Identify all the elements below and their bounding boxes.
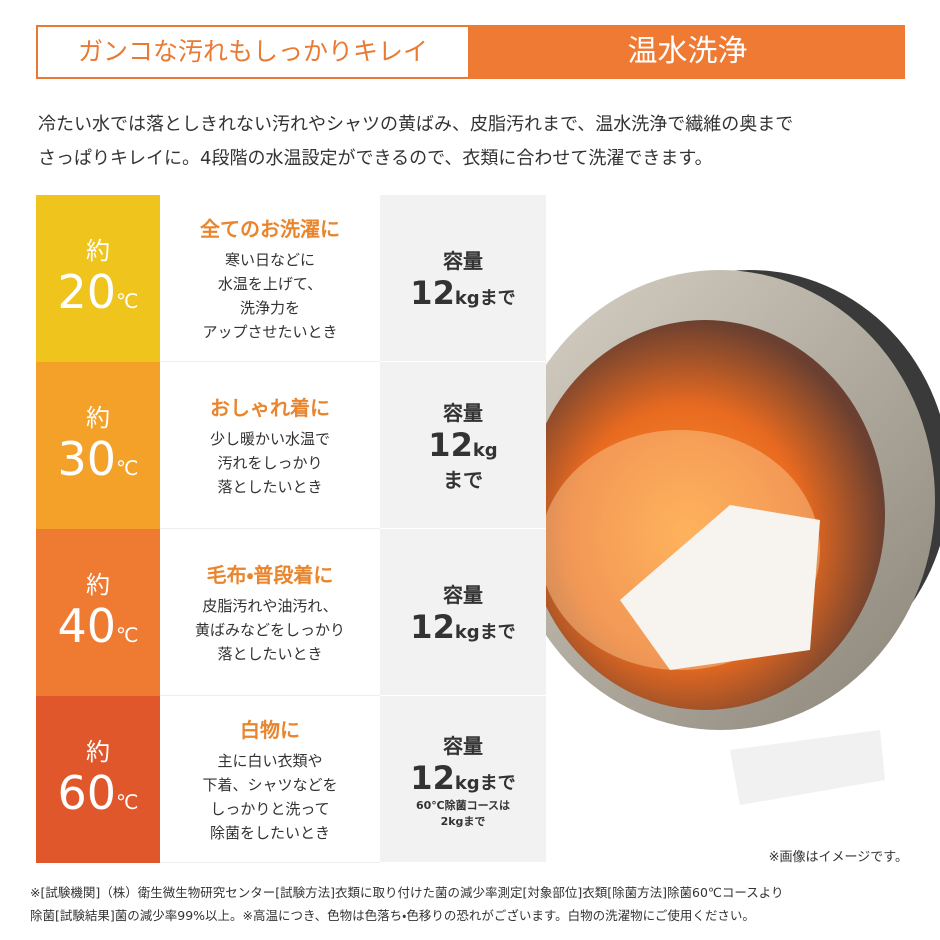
row: 約 20℃ 全てのお洗濯に 寒い日などに 水温を上げて、 洗浄力を アップさせたいとき 容量 1…	[36, 195, 546, 362]
capacity-unit: kgまで	[454, 772, 516, 794]
prefix: 約	[86, 236, 110, 265]
temp: 60℃	[57, 767, 138, 828]
desc-line: 洗浄力を	[239, 298, 300, 317]
title: 温水洗浄	[470, 25, 905, 79]
tagline: ガンコな汚れもしっかりキレイ	[36, 25, 470, 79]
desc-line: しっかりと洗って	[210, 799, 330, 818]
prefix: 約	[86, 737, 110, 766]
row-title: 毛布・普段着に	[206, 562, 334, 587]
temp-value: 60	[57, 765, 117, 820]
desc-line: 主に白い衣類や	[217, 751, 323, 770]
capacity-label: 容量	[443, 401, 483, 425]
row-title: 全てのお洗濯に	[200, 216, 340, 241]
capacity-unit: kgまで	[454, 287, 516, 309]
intro-line: 冷たい水では落としきれない汚れやシャツの黄ばみ、皮脂汚れまで、温水洗浄で繊維の奥…	[38, 114, 794, 135]
desc-line: 落としたいとき	[217, 644, 323, 663]
footnote: 除菌[試験結果]菌の減少率99%以上。※高温につき、色物は色落ち・色移りの恐れが…	[30, 908, 755, 923]
use-cell: 白物に主に白い衣類や 下着、シャツなどを しっかりと洗って 除菌をしたいとき	[160, 696, 380, 863]
temp-cell: 約 30℃	[36, 362, 160, 529]
desc-line: アップさせたいとき	[202, 322, 338, 341]
temp-unit: ℃	[116, 455, 139, 480]
drum-image	[505, 270, 940, 805]
temperature-table: 約 20℃ 全てのお洗濯に 寒い日などに 水温を上げて、 洗浄力を アップさせたいとき 容量 1…	[36, 195, 546, 863]
capacity-note: 60℃除菌コースは	[415, 798, 511, 812]
row: 約 40℃ 毛布・普段着に 皮脂汚れや油汚れ、 黄ばみなどをしっかり 落としたいとき 容量 1…	[36, 529, 546, 696]
image-note: ※画像はイメージです。	[768, 850, 908, 865]
temp-unit: ℃	[116, 288, 139, 313]
row-title: おしゃれ着に	[210, 395, 330, 420]
temp-unit: ℃	[116, 789, 139, 814]
desc-line: 除菌をしたいとき	[209, 823, 330, 842]
prefix: 約	[86, 570, 110, 599]
temp-value: 20	[57, 264, 117, 319]
capacity-label: 容量	[443, 248, 483, 273]
desc-line: 落としたいとき	[217, 477, 323, 496]
prefix: 約	[86, 403, 110, 432]
desc-line: 皮脂汚れや油汚れ、	[202, 596, 338, 615]
capacity-amount: 12	[410, 273, 455, 312]
temp: 40℃	[57, 600, 138, 661]
capacity-amount: 12	[410, 758, 455, 797]
row-title: 白物に	[240, 717, 300, 742]
footnote: ※[試験機関]（株）衛生微生物研究センター[試験方法]衣類に取り付けた菌の減少率…	[30, 885, 784, 900]
temp-cell: 約 60℃	[36, 696, 160, 863]
intro-line: さっぱりキレイに。4段階の水温設定ができるので、衣類に合わせて洗濯できます。	[38, 148, 713, 169]
capacity: 12kgまで	[410, 608, 515, 646]
temp-cell: 約 40℃	[36, 529, 160, 696]
temp: 20℃	[57, 266, 138, 327]
temp-value: 30	[57, 431, 117, 486]
row: 約 30℃ おしゃれ着に 少し暖かい水温で 汚れをしっかり 落としたいとき 容量 12kg まで	[36, 362, 546, 529]
capacity-note: 2kgまで	[440, 814, 486, 828]
capacity-label: 容量	[443, 733, 483, 758]
capacity-cell: 容量 12kgまで 60℃除菌コースは 2kgまで	[380, 696, 546, 863]
use-cell: おしゃれ着に少し暖かい水温で 汚れをしっかり 落としたいとき	[160, 362, 380, 529]
temp-value: 40	[57, 598, 117, 653]
capacity: 12kg	[428, 426, 497, 464]
capacity-suffix: まで	[443, 468, 483, 492]
temp: 30℃	[57, 433, 138, 494]
capacity-amount: 12	[428, 426, 473, 464]
desc-line: 下着、シャツなどを	[202, 775, 338, 794]
desc-line: 黄ばみなどをしっかり	[194, 620, 345, 639]
capacity: 12kgまで	[410, 759, 515, 797]
capacity-label: 容量	[443, 582, 483, 607]
use-cell: 毛布・普段着に皮脂汚れや油汚れ、 黄ばみなどをしっかり 落としたいとき	[160, 529, 380, 696]
use-cell: 全てのお洗濯に寒い日などに 水温を上げて、 洗浄力をアップさせたいとき	[160, 195, 380, 362]
desc-line: 少し暖かい水温で	[209, 429, 330, 448]
desc-line: 寒い日などに	[224, 250, 315, 269]
temp-unit: ℃	[116, 622, 139, 647]
capacity-unit: kg	[472, 440, 498, 461]
row: 約 60℃ 白物に 主に白い衣類や 下着、シャツなどを しっかりと洗って 除菌をしたいとき容…	[36, 696, 546, 863]
desc-line: 水温を上げて、	[217, 274, 323, 293]
desc-line: 汚れをしっかり	[217, 453, 323, 472]
capacity-amount: 12	[410, 607, 455, 646]
capacity: 12kgまで	[410, 274, 515, 312]
capacity-unit: kgまで	[454, 621, 516, 643]
temp-cell: 約 20℃	[36, 195, 160, 362]
